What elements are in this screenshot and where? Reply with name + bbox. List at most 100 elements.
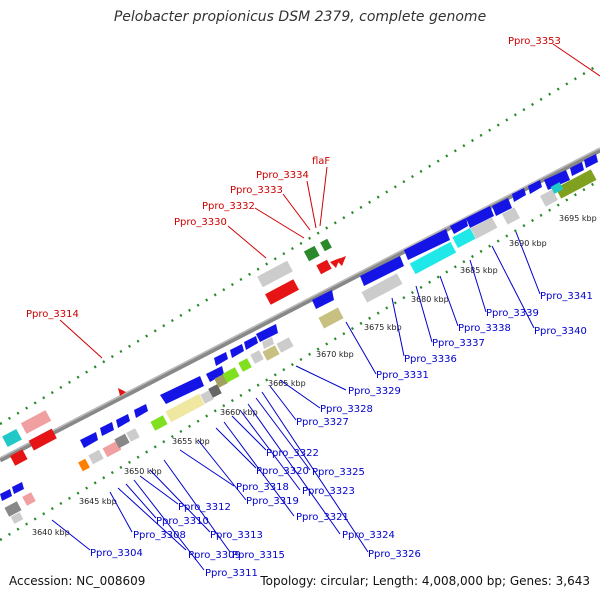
gene-block: [28, 428, 57, 451]
gene-arrow: [528, 180, 542, 194]
gene-label-bottom: Ppro_3340: [534, 326, 587, 337]
callout-leader: [269, 385, 297, 421]
gene-block: [361, 273, 403, 303]
callout-leader: [415, 285, 433, 343]
gene-arrow: [80, 432, 98, 448]
gene-label-top: Ppro_3333: [230, 185, 283, 196]
callout-leader: [279, 379, 321, 409]
callout-leader: [469, 259, 487, 313]
gene-block: [165, 393, 205, 423]
gene-block: [409, 241, 457, 275]
gene-arrow: [512, 188, 526, 202]
gene-block: [208, 384, 222, 398]
gene-block: [257, 260, 293, 288]
gene-label-top: Ppro_3332: [202, 201, 255, 212]
map-title: Pelobacter propionicus DSM 2379, complet…: [113, 9, 487, 25]
scale-label: 3655 kbp: [172, 437, 210, 446]
top-callout-labels: Ppro_3353 flaF Ppro_3334 Ppro_3333 Ppro_…: [26, 36, 561, 320]
gene-label-bottom: Ppro_3327: [296, 417, 349, 428]
gene-block: [265, 279, 299, 305]
gene-block: [540, 189, 558, 207]
gene-block: [10, 449, 28, 466]
gene-arrow: [492, 198, 512, 216]
gene-arrow: [12, 482, 24, 494]
gene-label-bottom: Ppro_3312: [178, 502, 231, 513]
callout-leader: [223, 421, 295, 517]
callout-leader: [319, 166, 328, 227]
callout-leader: [133, 479, 205, 571]
bottom-callout-labels: Ppro_3304 Ppro_3308 Ppro_3309 Ppro_3310 …: [90, 291, 593, 579]
gene-arrow: [206, 366, 224, 382]
gene-block: [550, 182, 564, 194]
gene-label-bottom: Ppro_3308: [133, 530, 186, 541]
callout-leader: [149, 469, 211, 533]
scale-label: 3685 kbp: [460, 266, 498, 275]
gene-block: [150, 415, 168, 431]
scale-label: 3660 kbp: [220, 408, 258, 417]
callout-leader: [295, 365, 347, 391]
gene-label-top: Ppro_3334: [256, 170, 309, 181]
gene-arrow: [466, 206, 494, 228]
gene-arrow: [262, 337, 274, 349]
callout-leader: [261, 391, 369, 553]
gene-arrow: [160, 376, 204, 404]
gene-label-top: Ppro_3330: [174, 217, 227, 228]
gene-arrow: [450, 218, 468, 234]
gene-block: [502, 207, 520, 225]
gene-arrow: [214, 352, 228, 366]
genome-summary-text: Topology: circular; Length: 4,008,000 bp…: [260, 574, 590, 588]
forward-strand-genes: [2, 154, 598, 466]
top-callouts: [59, 43, 600, 359]
callout-leader: [117, 487, 187, 551]
callout-leader: [139, 475, 179, 505]
callout-leader: [254, 207, 305, 239]
callout-leader: [282, 193, 311, 231]
gene-arrow: [544, 170, 570, 190]
callout-leader: [51, 519, 91, 551]
reverse-strand-genes: [0, 337, 294, 524]
gene-block: [262, 345, 280, 361]
gene-arrow: [312, 290, 334, 309]
gene-block: [88, 449, 104, 465]
callout-leader: [125, 483, 157, 519]
scale-labels: 3640 kbp 3645 kbp 3650 kbp 3655 kbp 3660…: [32, 214, 597, 537]
gene-label-bottom: Ppro_3324: [342, 530, 395, 541]
scale-label: 3650 kbp: [124, 467, 162, 476]
scale-label: 3640 kbp: [32, 528, 70, 537]
gene-block: [4, 501, 22, 517]
callout-leader: [391, 297, 405, 357]
gene-arrow: [118, 388, 126, 396]
gene-label-bottom: Ppro_3311: [205, 568, 258, 579]
gene-label-bottom: Ppro_3326: [368, 549, 421, 560]
scale-label: 3695 kbp: [559, 214, 597, 223]
gene-block: [452, 228, 476, 248]
gene-arrow: [134, 404, 148, 418]
gene-label-bottom: Ppro_3304: [90, 548, 143, 559]
gene-label-bottom: Ppro_3310: [156, 516, 209, 527]
gene-block: [238, 358, 252, 372]
gene-arrow: [570, 162, 584, 176]
gene-block: [114, 433, 130, 449]
callout-leader: [179, 449, 235, 487]
gene-label-bottom: Ppro_3315: [232, 550, 285, 561]
scale-label: 3670 kbp: [316, 350, 354, 359]
callout-leader: [439, 275, 459, 327]
gene-label-bottom: Ppro_3329: [348, 386, 401, 397]
callout-leader: [491, 245, 535, 329]
callout-leader: [109, 491, 133, 533]
gene-block: [102, 440, 122, 458]
gene-block: [316, 259, 332, 275]
gene-label-bottom: Ppro_3318: [236, 482, 289, 493]
callout-leader: [515, 231, 541, 295]
gene-label-bottom: Ppro_3331: [376, 370, 429, 381]
gene-label-bottom: Ppro_3319: [246, 496, 299, 507]
gene-label-bottom: Ppro_3338: [458, 323, 511, 334]
callout-leader: [197, 439, 247, 501]
gene-arrow: [100, 422, 114, 436]
callout-leader: [552, 43, 600, 77]
gene-block: [303, 245, 320, 262]
scale-label: 3665 kbp: [268, 379, 306, 388]
gene-arrow: [230, 344, 244, 358]
